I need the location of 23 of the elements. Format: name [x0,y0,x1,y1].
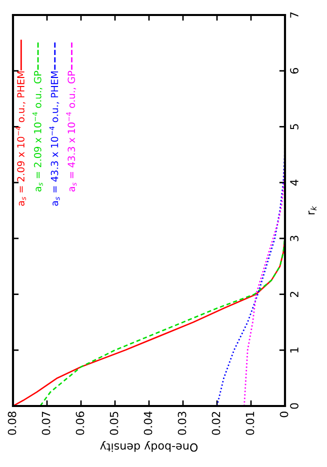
x-tick-label: 0.05 [110,412,118,435]
x-tick-label: 0.01 [246,412,254,435]
x-tick-label: 0.03 [178,412,186,435]
x-tick-label: 0.07 [42,412,50,435]
y-tick-label: 5 [290,124,298,130]
y-tick-label: 7 [290,12,298,18]
y-tick-label: 2 [290,292,298,298]
x-tick-label: 0.06 [76,412,84,435]
y-tick-label: 4 [290,180,298,186]
x-tick-label: 0.04 [144,411,152,435]
text: a$_{s}$ = 2.09 x 10$^{−4}$ o.u., GP [32,70,43,192]
y-tick-label: 1 [290,348,298,352]
y-axis-title: r$_{k}$ [308,206,316,214]
text: a$_{s}$ = 2.09 x 10$^{−4}$ o.u., PHEM [16,71,26,206]
x-tick-label: 0 [280,412,288,418]
x-tick-label: 0.02 [212,412,220,435]
y-tick-label: 0 [290,403,298,409]
x-axis-title: One-body density [100,441,198,452]
text: a$_{s}$ = 43.3 x 10$^{−4}$ o.u., PHEM [49,71,60,206]
y-tick-label: 6 [290,68,298,74]
y-tick-label: 3 [290,236,298,242]
text: a$_{s}$ = 43.3 x 10$^{−4}$ o.u., GP [66,70,77,192]
x-tick-label: 0.08 [8,412,16,435]
